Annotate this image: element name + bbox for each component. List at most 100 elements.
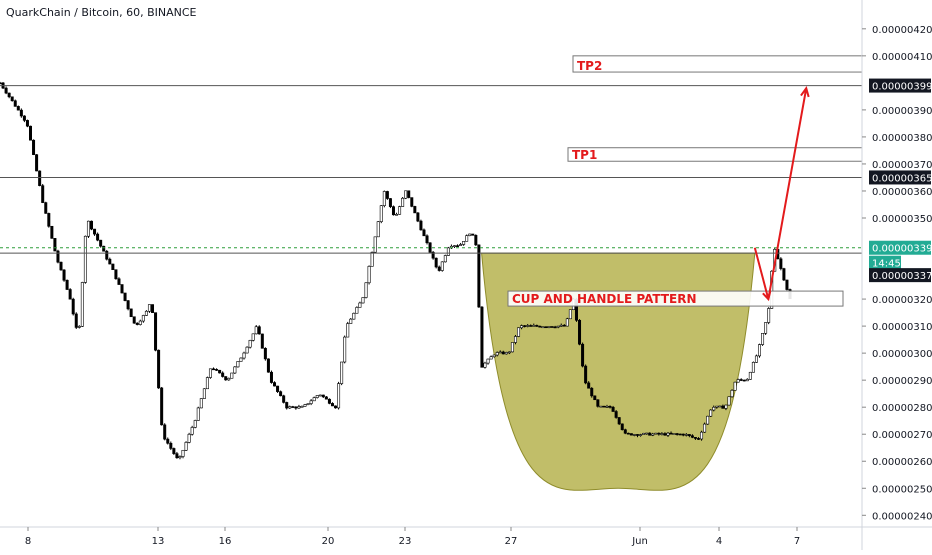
candle	[696, 437, 700, 440]
candle	[754, 354, 758, 363]
price-badge	[869, 268, 931, 283]
candle	[629, 433, 633, 436]
candle	[785, 279, 789, 291]
candle	[340, 361, 344, 386]
candle-body	[208, 368, 212, 378]
candle	[556, 325, 560, 329]
price-badge	[869, 240, 931, 255]
candle	[352, 312, 356, 320]
candle-body	[13, 100, 17, 107]
candle-body	[144, 310, 148, 316]
candle	[99, 239, 103, 248]
candle-body	[721, 405, 725, 409]
candle	[550, 326, 554, 328]
candle	[718, 405, 722, 408]
candle-body	[196, 407, 200, 421]
candle	[239, 357, 243, 362]
candle	[385, 190, 389, 200]
candle-body	[330, 403, 334, 407]
candle	[273, 381, 277, 387]
candle	[114, 269, 118, 280]
candle	[602, 405, 606, 408]
candle-body	[462, 241, 466, 245]
candle-body	[263, 348, 267, 360]
candle	[547, 326, 551, 329]
candle	[761, 333, 765, 346]
candle	[495, 351, 499, 357]
candle-body	[273, 382, 277, 387]
candle-body	[160, 387, 164, 426]
candle-body	[175, 453, 179, 459]
candle	[205, 376, 209, 390]
candle-body	[556, 325, 560, 328]
pattern-label-box	[507, 290, 844, 307]
candle-body	[532, 325, 536, 327]
candle-body	[687, 434, 691, 436]
candle-body	[541, 326, 545, 329]
candle	[13, 99, 17, 107]
pattern-label: CUP AND HANDLE PATTERN	[512, 292, 697, 306]
candle	[50, 225, 54, 239]
candle	[330, 402, 334, 407]
candle	[596, 399, 600, 408]
candle	[443, 254, 447, 263]
y-tick-label: 0.00000250	[872, 484, 932, 495]
candle	[47, 212, 51, 228]
candle	[135, 322, 139, 326]
candle-body	[260, 333, 264, 349]
candle	[605, 404, 609, 408]
y-tick-label: 0.00000310	[872, 322, 932, 333]
candle	[166, 437, 170, 445]
y-tick-label: 0.00000380	[872, 133, 932, 144]
candle-body	[480, 306, 484, 368]
candle-body	[568, 309, 572, 320]
candle-body	[315, 395, 319, 398]
candle-body	[395, 213, 399, 216]
candle	[291, 405, 295, 408]
candle	[349, 318, 353, 324]
candle	[757, 343, 761, 358]
chart-symbol-title: QuarkChain / Bitcoin, 60, BINANCE	[6, 6, 197, 19]
candle	[468, 233, 472, 237]
candle	[86, 220, 90, 238]
candle-body	[581, 343, 585, 367]
candle	[269, 370, 273, 384]
candle	[376, 221, 380, 238]
candle-body	[669, 432, 673, 435]
candle	[144, 310, 148, 316]
candle	[111, 263, 115, 270]
candle	[294, 406, 298, 410]
candle-body	[62, 269, 66, 281]
candle	[526, 323, 530, 328]
candle-body	[202, 388, 206, 399]
candle	[282, 394, 286, 404]
candle-body	[416, 212, 420, 222]
candle-body	[544, 326, 548, 329]
candle-body	[764, 322, 768, 334]
candle-body	[422, 229, 426, 237]
candle-body	[681, 433, 685, 436]
candle	[154, 312, 158, 352]
candle-body	[388, 198, 392, 207]
candle-body	[684, 434, 688, 436]
candle	[645, 432, 649, 435]
candle-body	[126, 300, 130, 310]
x-tick-label: 23	[399, 536, 412, 547]
candle	[404, 190, 408, 200]
candle	[425, 234, 429, 245]
candle-body	[550, 326, 554, 328]
candle-body	[611, 406, 615, 412]
candle-body	[285, 402, 289, 409]
candle-body	[361, 297, 365, 304]
candle-body	[645, 432, 649, 435]
candle	[669, 431, 673, 435]
price-badge-label: 0.00000339	[872, 244, 932, 255]
candle	[456, 244, 460, 247]
candle	[7, 92, 11, 99]
candle-body	[757, 344, 761, 357]
candle-body	[632, 434, 636, 436]
candle-body	[401, 197, 405, 207]
candle	[489, 355, 493, 360]
y-tick-label: 0.00000350	[872, 214, 932, 225]
